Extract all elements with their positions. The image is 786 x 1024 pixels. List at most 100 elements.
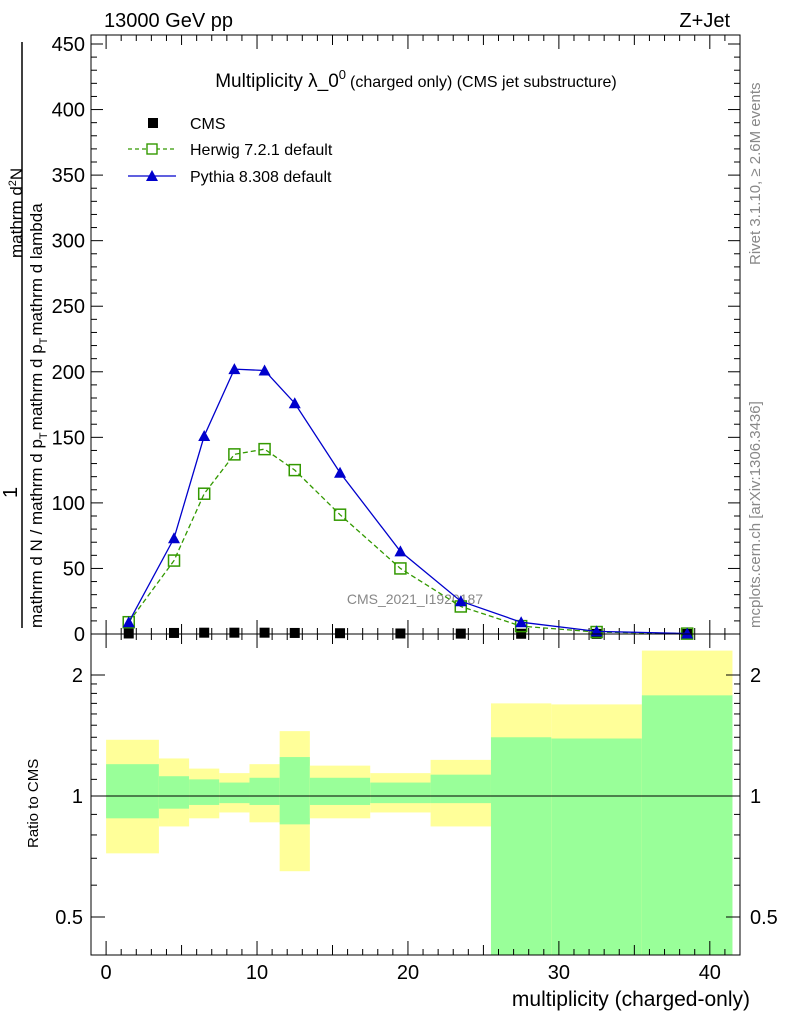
ratio-stat-band — [490, 737, 552, 955]
cms-data-point — [395, 628, 406, 639]
pythia-point — [334, 466, 347, 478]
plot-title-sup: 0 — [339, 67, 346, 82]
ratio-xtick-label: 40 — [699, 962, 721, 984]
main-ytick-label: 350 — [52, 165, 85, 187]
pythia-point — [394, 545, 407, 557]
process-label: Z+Jet — [679, 10, 730, 32]
ylabel-part-2: 2 — [7, 180, 19, 186]
ylabel-part-d: mathrm d — [7, 186, 26, 258]
ratio-xtick-label: 20 — [397, 962, 419, 984]
cms-data-point — [335, 628, 346, 639]
ratio-stat-band — [430, 774, 491, 804]
ratio-stat-band — [219, 782, 250, 804]
ylabel-part-dp: mathrm d p — [27, 344, 46, 430]
ratio-xtick-label: 0 — [101, 962, 112, 984]
ratio-stat-band — [106, 764, 159, 819]
energy-label: 13000 GeV pp — [104, 10, 233, 32]
series-line-1 — [128, 448, 688, 635]
plot-title: Multiplicity λ_00 (charged only) (CMS jet… — [215, 67, 617, 92]
watermark: CMS_2021_I1920187 — [347, 591, 483, 607]
ratio-bands-group — [106, 650, 733, 955]
ratio-xtick-label: 30 — [548, 962, 570, 984]
ratio-stat-band — [189, 779, 220, 805]
pythia-point — [122, 616, 135, 628]
legend-marker-pythia — [146, 170, 158, 181]
herwig-point — [228, 448, 241, 461]
main-ytick-label: 0 — [74, 624, 85, 646]
ratio-stat-band — [309, 777, 371, 805]
ylabel-part-t1: T — [38, 432, 50, 439]
ratio-ytick-label-right: 0.5 — [750, 907, 778, 929]
main-ytick-label: 450 — [52, 34, 85, 56]
main-x-ticks — [105, 35, 726, 634]
cms-data-point — [123, 628, 134, 639]
ratio-stat-band — [370, 782, 431, 804]
pythia-point — [515, 616, 528, 628]
herwig-point — [333, 508, 347, 521]
ratio-stat-band — [279, 757, 310, 825]
pythia-point — [454, 595, 467, 607]
cms-data-point — [289, 627, 300, 638]
herwig-point — [167, 554, 181, 567]
ratio-x-ticks: 0 10 20 30 40 — [101, 634, 726, 984]
mcplots-label: mcplots.cern.ch [arXiv:1306.3436] — [747, 401, 764, 628]
main-ytick-label: 200 — [52, 362, 85, 384]
pythia-point — [168, 532, 181, 544]
ratio-stat-band — [551, 738, 642, 955]
main-plot-panel: 0 50 100 150 200 250 300 350 400 450 CMS_2021_I19… — [0, 34, 741, 646]
cms-data-point — [229, 627, 240, 638]
pythia-point — [288, 397, 301, 409]
ylabel-denominator: mathrm d N / mathrm d pTmathrm d pTmathr… — [27, 203, 50, 628]
main-ytick-label: 300 — [52, 231, 85, 253]
ratio-ytick-label-right: 2 — [750, 665, 761, 687]
legend-marker-herwig — [146, 143, 158, 155]
main-y-ticks: 0 50 100 150 200 250 300 350 400 450 — [52, 34, 740, 646]
ylabel-part-dl: mathrm d lambda — [27, 203, 46, 336]
ratio-ytick-label-right: 1 — [750, 786, 761, 808]
main-y-axis-label: 1 mathrm d N / mathrm d pTmathrm d pTmat… — [0, 42, 50, 628]
ylabel-part-dn: mathrm d N / mathrm d p — [27, 439, 46, 628]
pythia-point — [681, 627, 694, 639]
ratio-ytick-label: 2 — [72, 665, 83, 687]
ratio-plot-panel: 0.5 0.5 1 1 2 2 0 10 20 30 40 Ratio to CMS multip… — [25, 633, 778, 1011]
ratio-stat-band — [249, 777, 280, 805]
pythia-point — [228, 363, 241, 375]
rivet-label: Rivet 3.1.10, ≥ 2.6M events — [747, 83, 764, 266]
main-ytick-label: 150 — [52, 427, 85, 449]
ratio-y-axis-label: Ratio to CMS — [25, 759, 42, 848]
ratio-y-ticks: 0.5 0.5 1 1 2 2 — [55, 665, 778, 929]
ratio-stat-band — [158, 776, 190, 809]
ratio-ytick-label: 1 — [72, 786, 83, 808]
legend-marker-cms — [148, 118, 158, 128]
plot-title-sub: (charged only) (CMS jet substructure) — [350, 74, 617, 91]
ratio-stat-band — [641, 695, 733, 955]
herwig-point — [394, 562, 407, 575]
cms-data-point — [259, 627, 270, 638]
ylabel-one: 1 — [0, 487, 22, 498]
legend: CMS Herwig 7.2.1 default Pythia 8.308 de… — [128, 116, 333, 186]
ratio-plot-frame — [90, 633, 741, 956]
ratio-xtick-label: 10 — [246, 962, 268, 984]
plot-title-main: Multiplicity λ_0 — [215, 71, 339, 92]
legend-label-pythia: Pythia 8.308 default — [190, 169, 332, 186]
legend-label-cms: CMS — [190, 116, 226, 133]
x-axis-label: multiplicity (charged-only) — [512, 988, 750, 1011]
main-ytick-label: 400 — [52, 100, 85, 122]
herwig-point — [197, 487, 211, 500]
herwig-point — [258, 442, 271, 456]
ylabel-part-t2: T — [38, 337, 50, 344]
series-line-2 — [128, 368, 688, 635]
ylabel-numerator: mathrm d2N — [7, 168, 26, 258]
ylabel-part-n: N — [7, 168, 26, 180]
herwig-point — [288, 463, 302, 477]
main-plot-frame — [90, 34, 741, 635]
cms-data-point — [199, 627, 210, 638]
main-ytick-label: 250 — [52, 296, 85, 318]
main-ytick-label: 50 — [63, 558, 85, 580]
cms-data-point — [169, 627, 180, 638]
main-ytick-label: 100 — [52, 493, 85, 515]
legend-label-herwig: Herwig 7.2.1 default — [190, 142, 333, 159]
pythia-point — [198, 430, 211, 442]
pythia-point — [258, 364, 271, 376]
